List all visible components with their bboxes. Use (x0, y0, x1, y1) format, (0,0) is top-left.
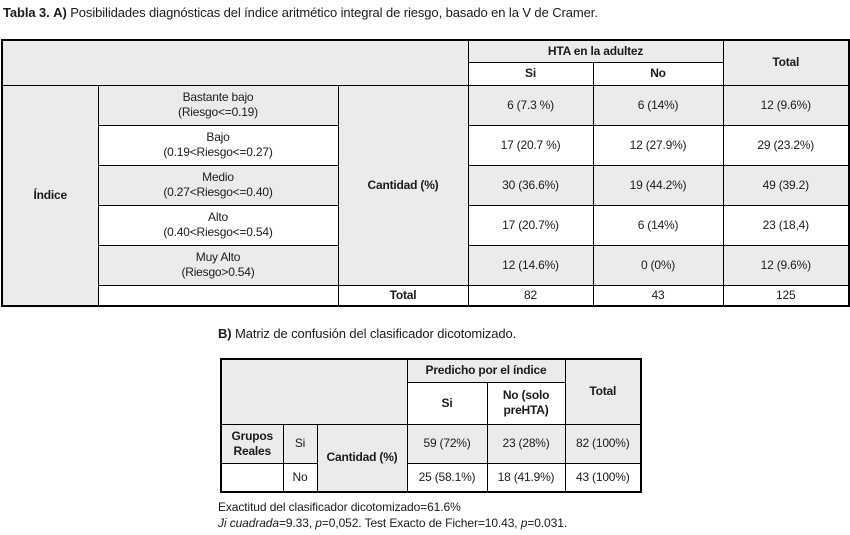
table-a-row-bastante-bajo: Índice Bastante bajo (Riesgo<=0.19) Cant… (1, 84, 850, 307)
cell-total: 12 (9.6%) (722, 244, 850, 286)
row-label: Muy Alto (195, 250, 241, 265)
cell-si: 25 (58.1%) (406, 462, 488, 493)
table-b-caption-text: Matriz de confusión del clasificador dic… (235, 326, 517, 341)
cell-no: 0 (0%) (592, 244, 724, 286)
total-row-label: Total (337, 284, 469, 307)
row-range: (0.27<Riesgo<=0.40) (163, 185, 273, 199)
row-label: Alto (208, 210, 228, 225)
cell-total: 12 (9.6%) (722, 84, 850, 126)
cell-no: 6 (14%) (592, 204, 724, 246)
stat-p-1: p (315, 516, 322, 530)
table-b-col-no-header: No (solo preHTA) (486, 381, 566, 425)
cell-no: 18 (41.9%) (486, 462, 566, 493)
table-a-corner-cell (1, 39, 469, 86)
cell-no: 19 (44.2%) (592, 164, 724, 206)
table-a-total-header: Total (722, 39, 850, 86)
table-b-total-header: Total (564, 358, 642, 425)
empty-cell (220, 462, 284, 493)
table-b: Predicho por el índice Total Si No (solo… (220, 358, 643, 493)
table-a-row-alto: Alto (0.40<Riesgo<=0.54) 17 (20.7%) 6 (1… (2, 204, 850, 246)
cell-total: 23 (18,4) (722, 204, 850, 246)
table-a-total-row: Total 82 43 125 (2, 284, 850, 307)
row-label-cell: Alto (0.40<Riesgo<=0.54) (97, 204, 339, 246)
cell-total: 82 (100%) (564, 423, 642, 464)
row-range: (Riesgo<=0.19) (178, 105, 258, 119)
row-range: (0.19<Riesgo<=0.27) (163, 145, 273, 159)
table-b-corner-cell (220, 358, 408, 425)
panel-b-label: B) (218, 326, 232, 341)
cell-total: 49 (39.2) (722, 164, 850, 206)
table-b-col-si-header: Si (406, 381, 488, 425)
table-a-row-bajo: Bajo (0.19<Riesgo<=0.27) 17 (20.7 %) 12 … (2, 124, 850, 166)
total-cell-si: 82 (467, 284, 594, 307)
cell-no: 23 (28%) (486, 423, 566, 464)
table-b-measure-label: Cantidad (%) (316, 423, 408, 493)
row-range: (Riesgo>0.54) (181, 265, 255, 279)
table-a-caption-text: Posibilidades diagnósticas del índice ar… (70, 5, 598, 20)
row-label: Bajo (206, 130, 230, 145)
stat-p-2: p (520, 516, 528, 530)
empty-cell (97, 284, 339, 307)
cell-no: 6 (14%) (592, 84, 724, 126)
cell-si: 30 (36.6%) (467, 164, 594, 206)
row-label: Si (282, 423, 318, 464)
cell-si: 6 (7.3 %) (467, 84, 594, 126)
accuracy-note: Exactitud del clasificador dicotomizado=… (218, 500, 461, 514)
cell-si: 17 (20.7 %) (467, 124, 594, 166)
table-number-label: Tabla 3. (3, 5, 50, 20)
row-label-cell: Medio (0.27<Riesgo<=0.40) (97, 164, 339, 206)
panel-a-label: A) (53, 5, 67, 20)
row-range: (0.40<Riesgo<=0.54) (163, 225, 273, 239)
total-cell-total: 125 (722, 284, 850, 307)
table-a-rowgroup-label: Índice (1, 84, 99, 307)
table-a: HTA en la adultez Total Si No Índice Bas… (1, 39, 850, 307)
table-a-measure-label: Cantidad (%) (337, 84, 469, 286)
table-b-group-header: Predicho por el índice (406, 358, 566, 383)
row-label-cell: Muy Alto (Riesgo>0.54) (97, 244, 339, 286)
table-a-col-si-header: Si (467, 61, 594, 86)
table-b-header-row-2: Si No (solo preHTA) (221, 381, 641, 425)
table-b-rowgroup-label: Grupos Reales (220, 423, 284, 464)
cell-total: 43 (100%) (564, 462, 642, 493)
stat-name-ji-cuadrada: Ji cuadrada (218, 516, 279, 530)
cell-si: 17 (20.7%) (467, 204, 594, 246)
row-label: Bastante bajo (182, 90, 254, 105)
cell-no: 12 (27.9%) (592, 124, 724, 166)
table-a-group-header: HTA en la adultez (467, 39, 724, 63)
row-label: No (282, 462, 318, 493)
table-b-row-si: Grupos Reales Si Cantidad (%) 59 (72%) 2… (220, 423, 642, 493)
table-a-header-row-1: HTA en la adultez Total (1, 39, 850, 86)
table-a-title: Tabla 3. A) Posibilidades diagnósticas d… (3, 5, 598, 20)
cell-total: 29 (23.2%) (722, 124, 850, 166)
table-b-row-no: No 25 (58.1%) 18 (41.9%) 43 (100%) (220, 462, 642, 493)
cell-si: 59 (72%) (406, 423, 488, 464)
total-cell-no: 43 (592, 284, 724, 307)
statistics-note: Ji cuadrada=9.33, p=0,052. Test Exacto d… (218, 516, 568, 530)
row-label-cell: Bajo (0.19<Riesgo<=0.27) (97, 124, 339, 166)
table-b-header-row-1: Predicho por el índice Total (220, 358, 642, 425)
table-notes: Exactitud del clasificador dicotomizado=… (218, 499, 567, 531)
table-a-col-no-header: No (592, 61, 724, 86)
table-a-row-medio: Medio (0.27<Riesgo<=0.40) 30 (36.6%) 19 … (2, 164, 850, 206)
row-label: Medio (202, 170, 234, 185)
cell-si: 12 (14.6%) (467, 244, 594, 286)
row-label-cell: Bastante bajo (Riesgo<=0.19) (97, 84, 339, 126)
table-b-title: B) Matriz de confusión del clasificador … (218, 326, 516, 341)
